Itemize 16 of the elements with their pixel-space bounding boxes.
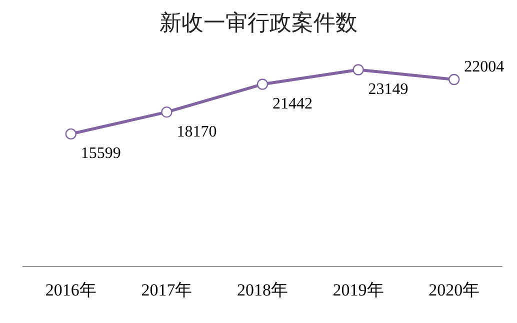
point: [256, 78, 268, 90]
point: [448, 74, 460, 86]
x-tick-label: 2016年: [45, 280, 96, 300]
x-tick-label: 2020年: [428, 280, 480, 300]
data-label: 23149: [368, 80, 408, 98]
point: [65, 128, 76, 140]
x-tick-label: 2019年: [332, 280, 384, 300]
data-label: 22004: [464, 58, 504, 76]
x-tick-label: 2017年: [141, 280, 192, 300]
point: [352, 64, 364, 76]
data-label: 15599: [80, 145, 121, 162]
chart-title: 新收一审行政案件数: [158, 10, 358, 38]
x-tick-label: 2018年: [237, 280, 288, 300]
data-label: 18170: [176, 123, 217, 140]
data-label: 21442: [272, 95, 312, 112]
point: [161, 106, 172, 118]
